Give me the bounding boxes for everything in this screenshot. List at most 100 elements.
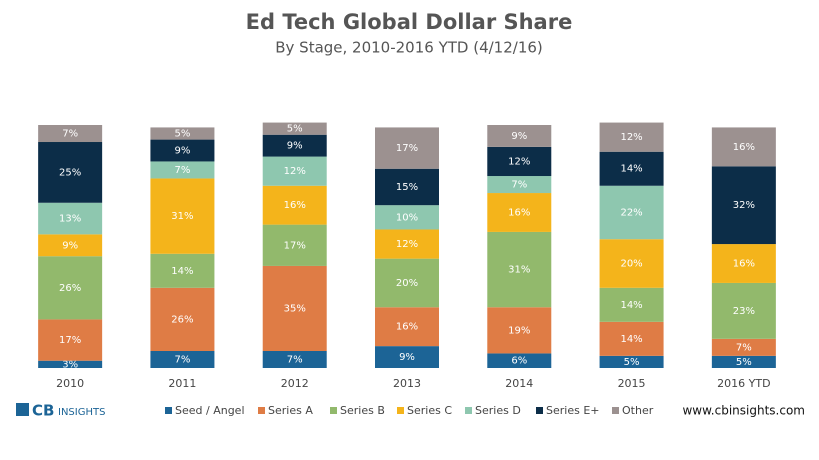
bar-segment [262, 122, 327, 135]
value-label: 22% [620, 207, 642, 218]
bar-segment [487, 231, 552, 308]
value-label: 7% [736, 342, 752, 353]
bar-segment [599, 122, 664, 152]
bar-segment [375, 258, 439, 308]
bar-segment [262, 185, 327, 225]
bar-segment [38, 125, 103, 143]
value-label: 35% [284, 303, 306, 314]
legend-swatch [258, 407, 265, 414]
value-label: 19% [508, 325, 530, 336]
bar-segment [599, 321, 664, 356]
bar-segment [487, 353, 552, 368]
value-label: 20% [396, 278, 418, 289]
bar-segment [38, 234, 103, 257]
source: www.cbinsights.com [682, 404, 805, 418]
bar-segment [38, 202, 103, 235]
logo-text: INSIGHTS [58, 407, 105, 418]
legend-swatch [397, 407, 404, 414]
value-label: 17% [396, 143, 418, 154]
value-label: 31% [171, 211, 193, 222]
value-label: 14% [620, 300, 642, 311]
bar-segment [599, 185, 664, 240]
value-label: 16% [733, 142, 755, 153]
bar-segment [599, 287, 664, 322]
logo: CB INSIGHTS [16, 402, 105, 420]
value-label: 16% [284, 200, 306, 211]
bar-segment [262, 224, 327, 266]
legend-label: Other [622, 404, 654, 417]
bar-segment [711, 282, 776, 339]
value-label: 12% [396, 239, 418, 250]
bar-segment [150, 178, 215, 254]
x-tick-label: 2012 [281, 377, 309, 390]
value-label: 17% [284, 240, 306, 251]
legend-label: Series C [407, 404, 452, 417]
logo-icon [16, 403, 29, 416]
value-label: 5% [624, 357, 640, 368]
bar-segment [487, 146, 552, 177]
legend-swatch [165, 407, 172, 414]
legend-label: Seed / Angel [175, 404, 245, 417]
x-tick-label: 2016 YTD [717, 377, 770, 390]
value-label: 25% [59, 167, 81, 178]
value-label: 6% [511, 356, 527, 367]
bar-segment [38, 142, 103, 203]
value-label: 9% [62, 240, 78, 251]
value-label: 14% [171, 266, 193, 277]
bar-segment [711, 338, 776, 356]
value-label: 16% [733, 259, 755, 270]
value-label: 12% [284, 166, 306, 177]
value-label: 7% [511, 180, 527, 191]
value-label: 7% [287, 354, 303, 365]
value-label: 12% [620, 132, 642, 143]
value-label: 5% [736, 357, 752, 368]
bar-segment [262, 350, 327, 368]
bar-segment [375, 346, 439, 368]
bar-segment [262, 156, 327, 186]
value-label: 32% [733, 200, 755, 211]
value-label: 3% [62, 359, 78, 370]
value-label: 14% [620, 164, 642, 175]
bar-segment [150, 253, 215, 288]
bar-segment [375, 127, 439, 169]
legend-label: Series E+ [546, 404, 600, 417]
value-label: 16% [508, 207, 530, 218]
bar-segment [150, 139, 215, 162]
legend-swatch [465, 407, 472, 414]
bar-segment [711, 244, 776, 283]
bar-segment [262, 134, 327, 157]
value-label: 9% [174, 146, 190, 157]
bar-segment [599, 239, 664, 288]
value-label: 9% [399, 352, 415, 363]
chart-title: Ed Tech Global Dollar Share [246, 10, 573, 34]
value-label: 15% [396, 182, 418, 193]
bar-segment [38, 256, 103, 320]
legend-label: Series A [268, 404, 313, 417]
legend-label: Series D [475, 404, 521, 417]
legend-swatch [330, 407, 337, 414]
bar-segment [711, 127, 776, 167]
value-label: 7% [174, 165, 190, 176]
bar-segment [150, 161, 215, 179]
bar-segment [711, 166, 776, 245]
value-label: 23% [733, 306, 755, 317]
bar-segment [711, 355, 776, 368]
bar-segment [375, 168, 439, 206]
bar-segment [150, 287, 215, 351]
value-label: 26% [171, 314, 193, 325]
value-label: 17% [59, 335, 81, 346]
value-label: 12% [508, 156, 530, 167]
x-tick-label: 2014 [505, 377, 533, 390]
chart-subtitle: By Stage, 2010-2016 YTD (4/12/16) [275, 39, 543, 57]
value-label: 7% [174, 354, 190, 365]
value-label: 9% [287, 141, 303, 152]
legend-swatch [536, 407, 543, 414]
bar-segment [262, 265, 327, 351]
bar-segment [487, 193, 552, 232]
value-label: 10% [396, 212, 418, 223]
legend-label: Series B [340, 404, 385, 417]
logo-mark: CB [32, 402, 54, 420]
bar-segment [375, 229, 439, 259]
value-label: 14% [620, 334, 642, 345]
